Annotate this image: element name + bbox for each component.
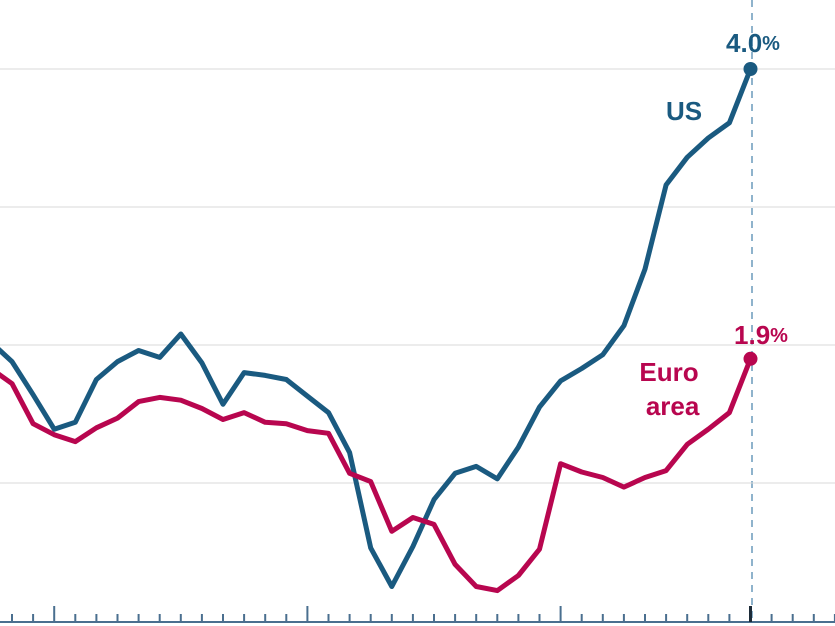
value-label: 4.0% — [726, 28, 780, 58]
series-line — [0, 68, 753, 589]
series-label-line: US — [666, 96, 702, 126]
end-point — [743, 62, 758, 76]
value-label-unit: % — [770, 325, 788, 347]
series-label-line: Euro — [639, 357, 698, 387]
value-label-number: 1.9 — [734, 320, 770, 350]
series-label-line: area — [639, 391, 700, 421]
value-label-number: 4.0 — [726, 28, 762, 58]
value-label: 1.9% — [734, 320, 788, 350]
series-label: US — [666, 96, 702, 126]
series-label: Euro area — [639, 357, 700, 421]
value-label-unit: % — [762, 33, 780, 55]
series-line — [0, 357, 753, 594]
end-point — [743, 351, 758, 366]
